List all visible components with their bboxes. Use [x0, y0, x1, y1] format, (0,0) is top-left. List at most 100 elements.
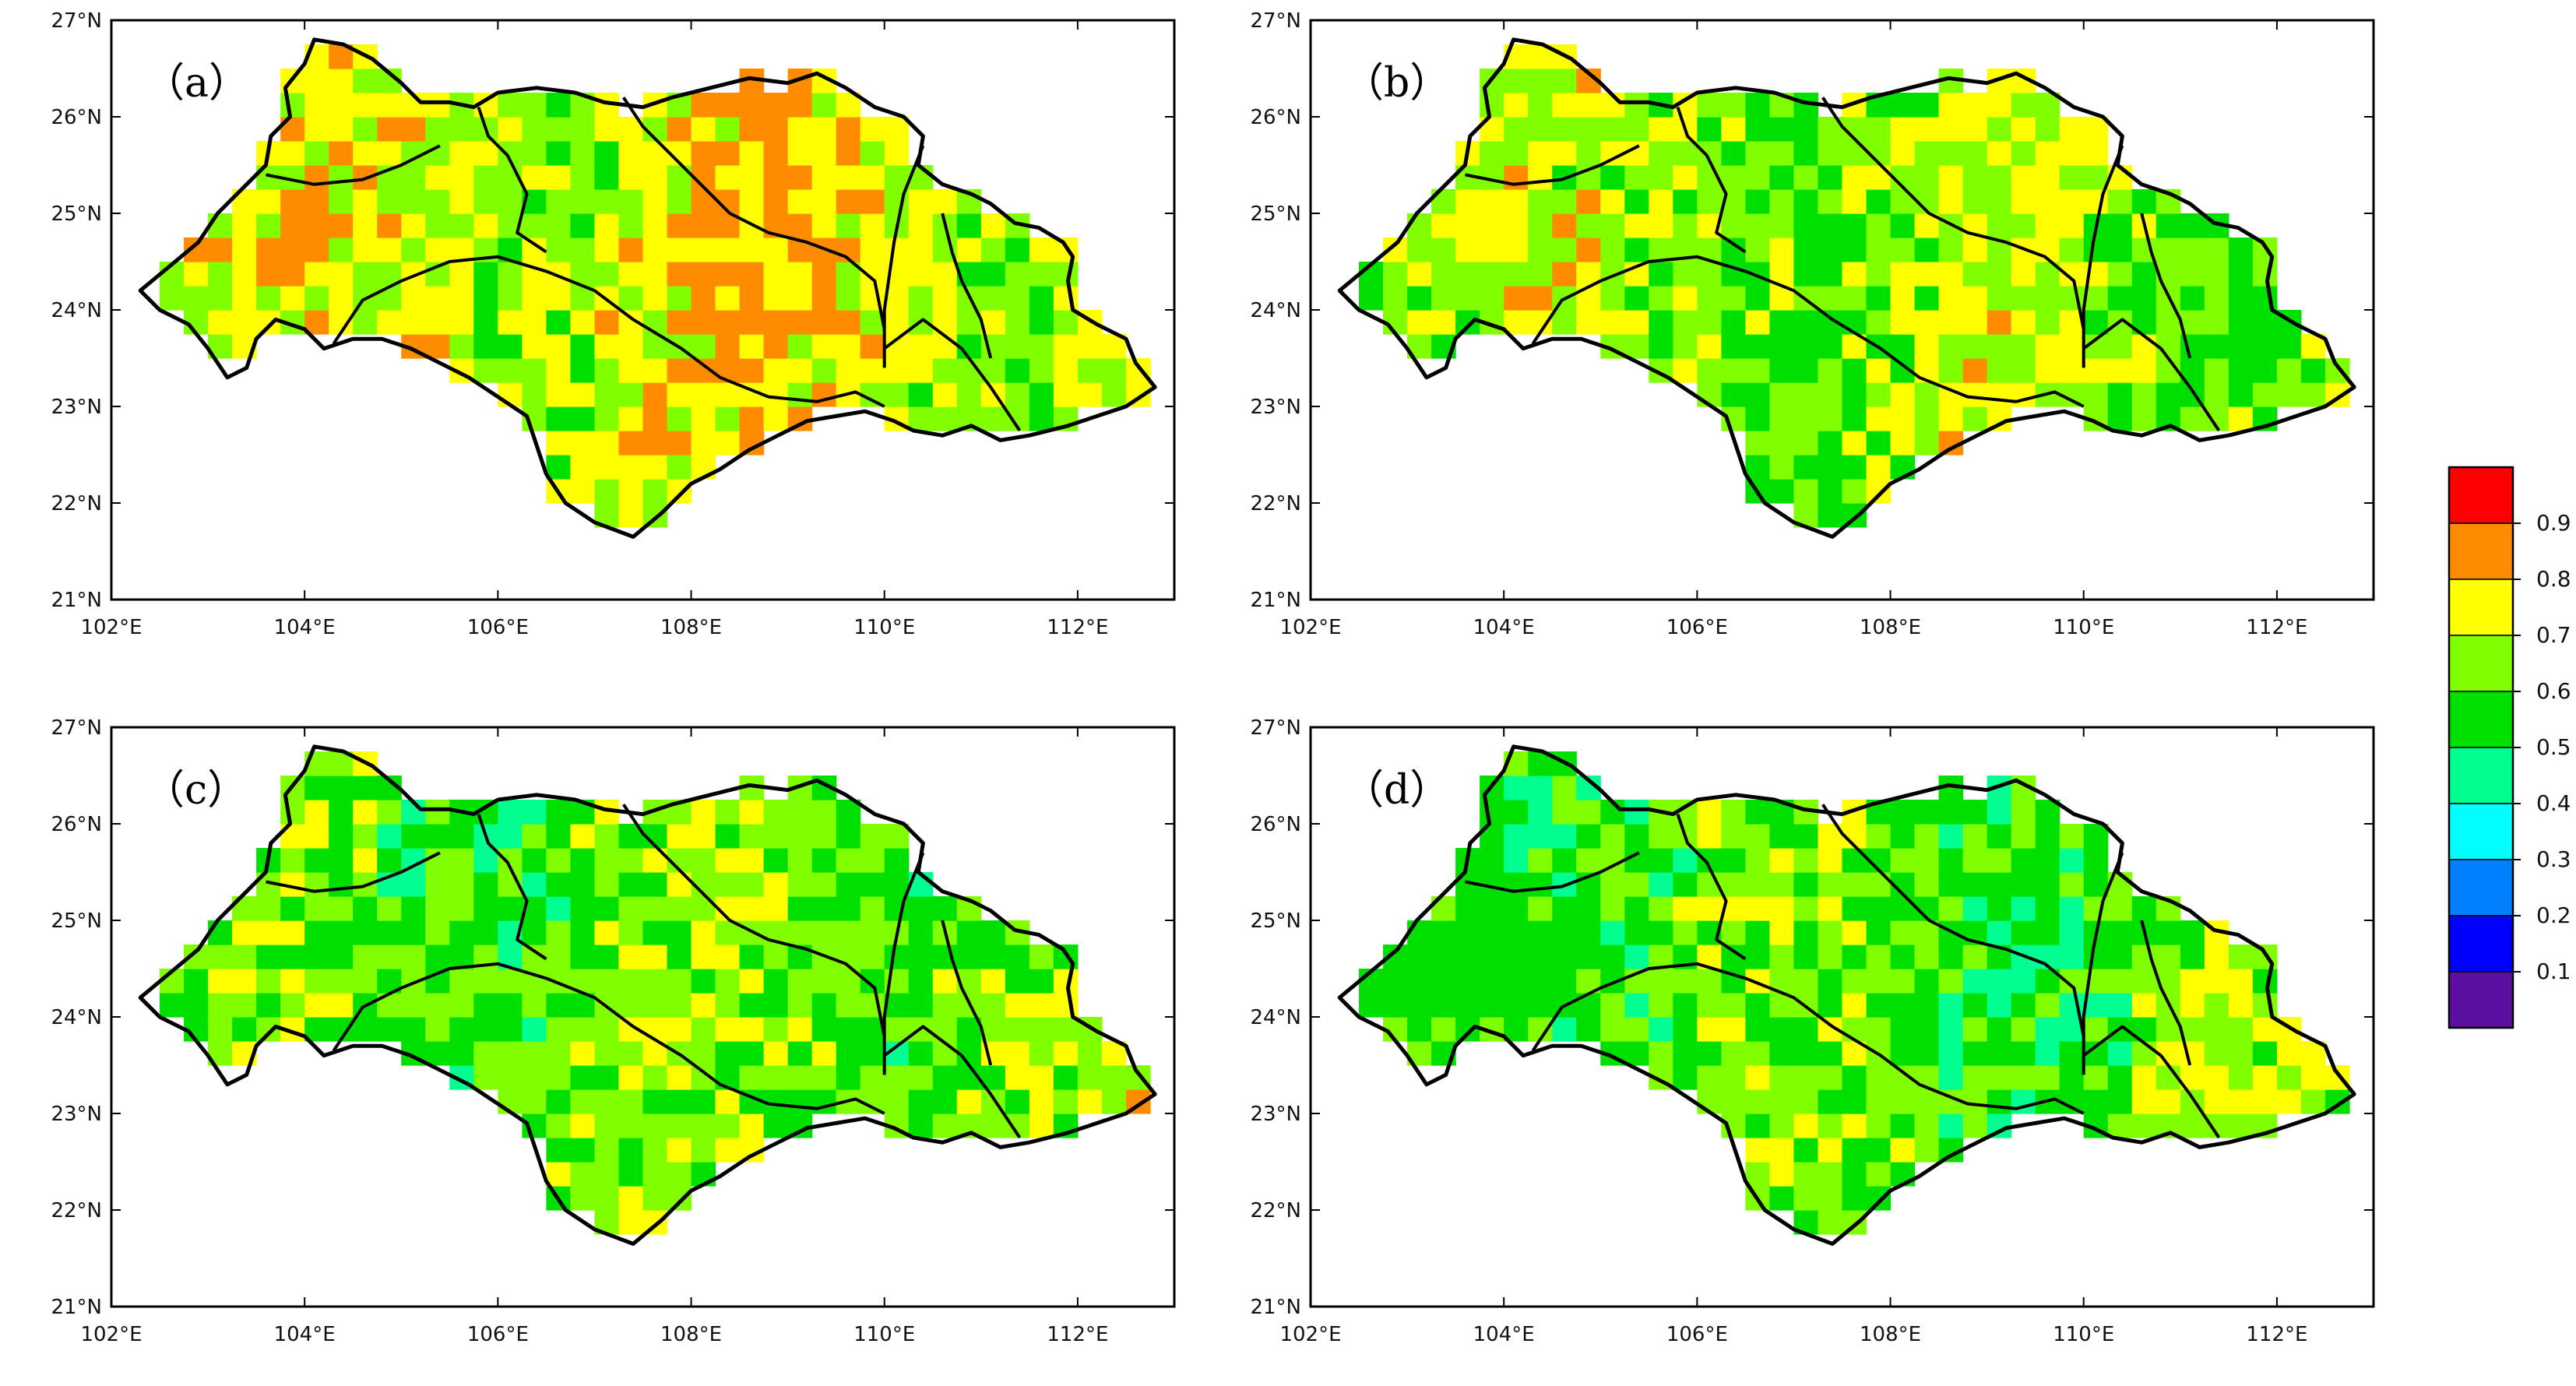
grid-cell — [836, 358, 861, 383]
grid-cell — [956, 213, 982, 238]
grid-cell — [304, 189, 329, 214]
grid-cell — [1745, 896, 1771, 921]
colorbar-label: 0.8 — [2536, 566, 2571, 592]
grid-cell — [2131, 969, 2157, 994]
grid-cell — [884, 165, 910, 190]
y-tick-label: 26°N — [51, 813, 102, 836]
grid-cell — [642, 1089, 668, 1114]
grid-cell — [1600, 286, 1625, 311]
grid-cell — [401, 1017, 426, 1042]
grid-cell — [884, 824, 910, 849]
grid-cell — [811, 824, 837, 849]
grid-cell — [594, 969, 620, 994]
grid-cell — [667, 1065, 692, 1090]
grid-cell — [860, 165, 885, 190]
grid-cell — [329, 262, 354, 287]
grid-cell — [1480, 920, 1504, 945]
grid-cell — [1383, 286, 1408, 311]
grid-cell — [642, 189, 668, 214]
panel-label: （c） — [144, 767, 248, 814]
grid-cell — [739, 310, 765, 335]
grid-cell — [1528, 945, 1553, 969]
colorbar-swatch — [2448, 747, 2514, 804]
grid-cell — [1600, 213, 1625, 238]
grid-cell — [1793, 1113, 1819, 1138]
grid-cell — [401, 310, 426, 335]
grid-cell — [1528, 800, 1553, 825]
grid-cell — [2011, 189, 2036, 214]
grid-cell — [546, 165, 572, 190]
grid-cell — [763, 358, 789, 383]
grid-cell — [2180, 406, 2205, 431]
grid-cell — [667, 1138, 692, 1163]
grid-cell — [2228, 1065, 2254, 1090]
grid-cell — [184, 262, 209, 287]
grid-cell — [1818, 479, 1843, 504]
grid-cell — [1576, 189, 1601, 214]
grid-cell — [1842, 431, 1867, 456]
grid-cell — [2228, 286, 2254, 311]
grid-cell — [836, 117, 861, 142]
grid-cell — [1504, 310, 1529, 335]
grid-cell — [1914, 141, 1940, 166]
grid-cell — [1576, 117, 1601, 142]
grid-cell — [1697, 189, 1722, 214]
grid-cell — [787, 334, 813, 359]
grid-cell — [1721, 1041, 1747, 1066]
grid-cell — [1673, 141, 1698, 166]
grid-cell — [739, 945, 765, 969]
grid-cell — [2276, 382, 2302, 407]
grid-cell — [1576, 920, 1601, 945]
y-tick-label: 27°N — [51, 9, 102, 33]
grid-cell — [594, 920, 620, 945]
grid-cell — [715, 1017, 741, 1042]
grid-cell — [546, 286, 572, 311]
grid-cell — [642, 455, 668, 480]
grid-cell — [618, 969, 644, 994]
grid-cell — [1793, 1162, 1819, 1187]
grid-cell — [1745, 286, 1771, 311]
grid-cell — [1005, 286, 1030, 311]
grid-cell — [401, 213, 426, 238]
grid-cell — [546, 431, 572, 456]
grid-cell — [1528, 165, 1553, 190]
grid-cell — [667, 406, 692, 431]
grid-cell — [1745, 165, 1771, 190]
grid-cell — [329, 872, 354, 897]
grid-cell — [546, 189, 572, 214]
grid-cell — [908, 286, 934, 311]
grid-cell — [2011, 213, 2036, 238]
grid-cell — [811, 141, 837, 166]
grid-cell — [473, 872, 498, 897]
grid-cell — [2107, 213, 2133, 238]
x-tick-label: 110°E — [2053, 1323, 2114, 1346]
grid-cell — [1005, 1065, 1030, 1090]
grid-cell — [1673, 334, 1698, 359]
grid-cell — [232, 1017, 257, 1042]
grid-cell — [642, 1186, 668, 1211]
grid-cell — [594, 310, 620, 335]
grid-cell — [1793, 920, 1819, 945]
y-tick-label: 24°N — [51, 1006, 102, 1029]
grid-cell — [1866, 406, 1892, 431]
grid-cell — [787, 286, 813, 311]
grid-cell — [763, 286, 789, 311]
grid-cell — [1987, 1017, 2012, 1042]
grid-cell — [594, 824, 620, 849]
grid-cell — [715, 969, 741, 994]
grid-cell — [811, 334, 837, 359]
grid-cell — [811, 920, 837, 945]
grid-cell — [1673, 165, 1698, 190]
grid-cell — [836, 872, 861, 897]
grid-cell — [2059, 824, 2085, 849]
grid-cell — [1673, 896, 1698, 921]
grid-cell — [2204, 1017, 2229, 1042]
grid-cell — [908, 358, 934, 383]
grid-cell — [1769, 1017, 1795, 1042]
grid-cell — [280, 993, 305, 1018]
grid-cell — [980, 262, 1006, 287]
grid-cell — [1890, 141, 1916, 166]
grid-cell — [763, 872, 789, 897]
grid-cell — [1029, 286, 1054, 311]
grid-cell — [1962, 872, 1988, 897]
